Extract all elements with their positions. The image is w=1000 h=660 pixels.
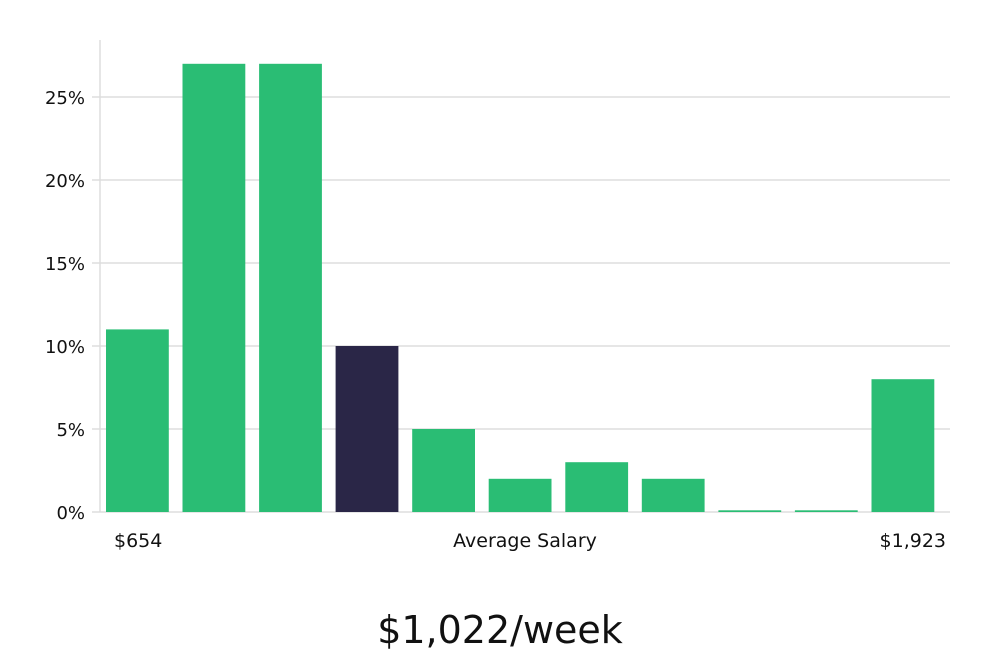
y-tick-label: 0%: [56, 503, 85, 524]
bars: [106, 63, 935, 513]
x-label-max: $1,923: [880, 530, 946, 552]
y-tick-label: 15%: [45, 254, 85, 275]
bar: [259, 63, 322, 513]
x-label-min: $654: [114, 530, 162, 552]
bar: [412, 429, 475, 512]
bar: [488, 478, 552, 512]
bar: [106, 329, 169, 512]
bar: [565, 462, 629, 512]
y-tick-label: 5%: [56, 420, 85, 441]
bar: [182, 63, 246, 513]
bar: [871, 379, 935, 512]
bar-average-salary: [335, 346, 399, 512]
bar: [718, 510, 782, 512]
y-tick-label: 20%: [45, 171, 85, 192]
y-tick-label: 10%: [45, 337, 85, 358]
y-tick-label: 25%: [45, 88, 85, 109]
salary-histogram: 0% 5% 10% 15% 20% 25% $654 Average Salary $1,…: [45, 40, 950, 552]
x-label-average: Average Salary: [453, 530, 597, 552]
bar: [641, 478, 705, 512]
bar: [794, 510, 858, 512]
average-salary-value: $1,022/week: [377, 608, 623, 652]
y-axis-ticks: 0% 5% 10% 15% 20% 25%: [45, 88, 85, 524]
